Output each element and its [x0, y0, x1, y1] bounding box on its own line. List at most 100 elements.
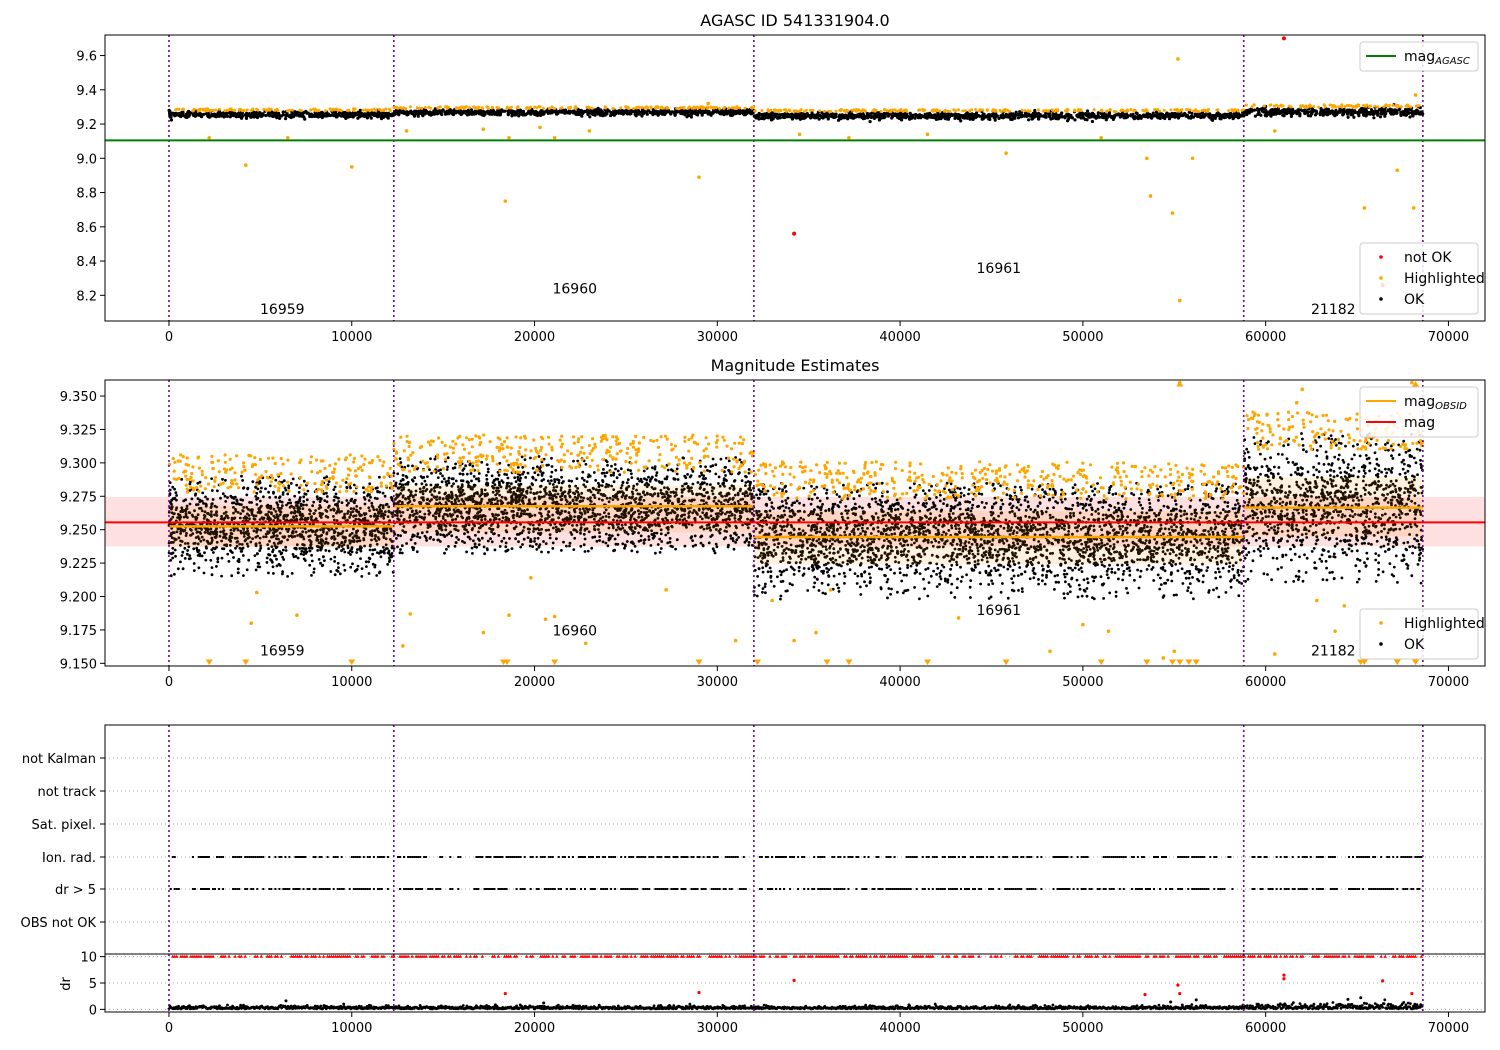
legend: magAGASC	[1359, 41, 1479, 72]
ok-point	[638, 112, 642, 116]
ok-point	[997, 116, 1001, 120]
ok-point	[210, 502, 214, 506]
ok-point	[614, 112, 618, 116]
highlighted-point	[277, 486, 281, 490]
highlighted-point	[706, 101, 710, 106]
ok-point	[1180, 114, 1185, 118]
ok-point	[642, 111, 646, 116]
highlighted-point	[273, 461, 277, 466]
ok-point	[247, 114, 252, 118]
x-tick-label: 60000	[1245, 330, 1286, 345]
ok-point	[205, 546, 208, 550]
highlighted-point	[285, 135, 290, 140]
highlighted-point	[638, 106, 642, 109]
ok-point	[334, 492, 338, 496]
ok-point	[379, 117, 384, 121]
ok-point	[192, 547, 196, 551]
ok-point	[223, 494, 227, 498]
highlighted-point	[552, 135, 557, 140]
ok-point	[202, 502, 205, 505]
highlighted-point	[299, 109, 303, 113]
ok-point	[180, 554, 184, 557]
highlighted-point	[352, 456, 356, 460]
ok-point	[1076, 113, 1080, 117]
ok-point	[323, 559, 326, 562]
ok-point	[389, 496, 393, 499]
ok-point	[688, 110, 692, 114]
highlighted-point	[171, 456, 175, 461]
ok-point	[319, 561, 322, 565]
highlighted-point	[233, 108, 237, 112]
highlighted-point	[181, 107, 185, 111]
ok-point	[387, 556, 391, 560]
highlighted-point	[361, 108, 365, 112]
ok-point	[510, 111, 514, 116]
ok-point	[171, 546, 175, 550]
highlighted-point	[389, 481, 393, 485]
ok-point	[373, 548, 377, 551]
ok-point	[700, 113, 704, 117]
highlighted-point	[871, 109, 875, 113]
ok-point	[368, 482, 372, 486]
highlighted-point	[696, 106, 700, 110]
highlighted-point	[925, 132, 930, 137]
legend-label: OK	[1404, 292, 1425, 308]
highlighted-point	[321, 459, 325, 463]
ok-point	[258, 111, 262, 115]
ok-point	[173, 548, 177, 552]
ok-point	[362, 114, 366, 118]
ok-point	[169, 118, 174, 122]
ok-point	[1397, 108, 1401, 112]
highlighted-point	[467, 106, 471, 110]
ok-point	[850, 112, 854, 117]
ok-point	[594, 108, 598, 112]
highlighted-point	[829, 110, 833, 114]
ok-point	[318, 496, 322, 500]
ok-point	[386, 547, 389, 550]
ok-point	[181, 567, 185, 571]
highlighted-point	[1170, 211, 1175, 215]
ok-point	[188, 554, 192, 557]
highlighted-point	[918, 108, 922, 112]
highlighted-point	[998, 108, 1002, 112]
ok-point	[230, 574, 234, 578]
ok-point	[771, 117, 775, 121]
ok-point	[333, 573, 337, 577]
highlighted-point	[409, 105, 412, 109]
ok-point	[343, 550, 347, 554]
ok-point	[239, 550, 243, 553]
ok-point	[423, 112, 427, 116]
ok-point	[498, 109, 502, 113]
ok-point	[927, 114, 932, 118]
highlighted-point	[942, 109, 946, 113]
ok-point	[731, 109, 736, 113]
x-tick-label: 30000	[697, 330, 738, 345]
ok-point	[737, 110, 741, 114]
ok-point	[588, 115, 592, 119]
ok-point	[198, 498, 202, 502]
ok-point	[183, 557, 187, 560]
ok-point	[312, 500, 316, 504]
ok-point	[168, 111, 172, 115]
highlighted-point	[712, 105, 716, 109]
ok-point	[1129, 113, 1133, 117]
ok-point	[378, 475, 381, 479]
ok-point	[267, 113, 272, 117]
ok-point	[1417, 112, 1421, 116]
highlighted-point	[364, 108, 367, 112]
ok-point	[255, 491, 259, 495]
ok-point	[174, 491, 178, 495]
highlighted-point	[213, 479, 217, 483]
ok-point	[1269, 109, 1273, 113]
highlighted-point	[1194, 108, 1198, 112]
highlighted-point	[172, 469, 176, 473]
highlighted-point	[348, 453, 352, 457]
ok-point	[335, 547, 338, 551]
ok-point	[398, 110, 402, 114]
ok-point	[1408, 115, 1412, 119]
ok-point	[1331, 110, 1335, 114]
ok-point	[173, 572, 176, 576]
ok-point	[365, 565, 368, 568]
ok-point	[844, 113, 848, 117]
